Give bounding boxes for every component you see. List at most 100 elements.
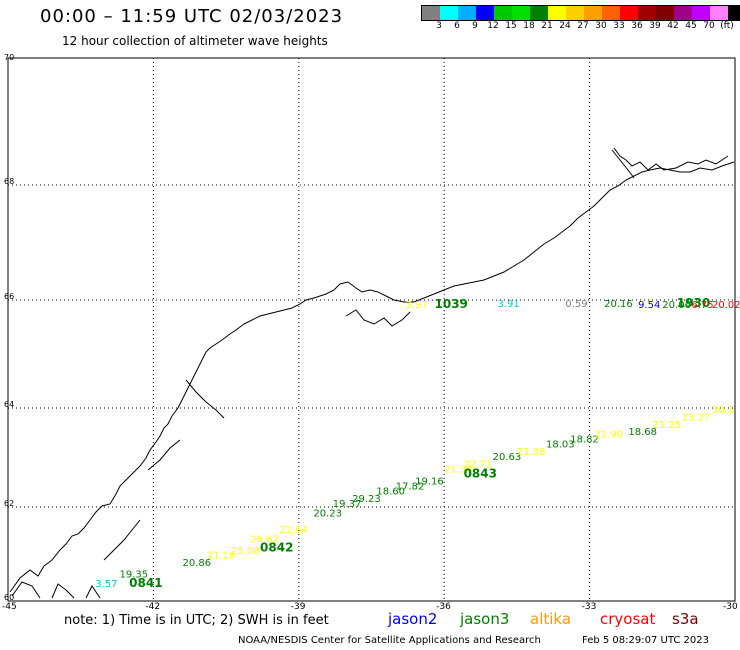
legend-swatch	[476, 6, 494, 20]
wave-height-label: 21.34	[444, 464, 473, 475]
wave-height-label: 21.08	[517, 447, 546, 458]
map-title: 00:00 – 11:59 UTC 02/03/2023	[40, 6, 344, 27]
latitude-label: 70	[4, 53, 14, 62]
latitude-label: 62	[4, 499, 14, 508]
legend-label: 12	[487, 21, 499, 31]
latitude-label: 60	[4, 593, 14, 602]
legend-swatch	[674, 6, 692, 20]
greenland-coastline	[9, 147, 735, 599]
pass-time-label: 1039	[435, 297, 468, 311]
latitude-label: 66	[4, 292, 14, 301]
legend-swatch	[656, 6, 674, 20]
map-frame	[7, 57, 736, 602]
longitude-label: -33	[582, 602, 597, 612]
wave-height-label: 23.27	[682, 412, 711, 423]
legend-swatch	[548, 6, 566, 20]
pass-time-label: 0842	[260, 541, 293, 555]
wave-height-label: 18.03	[546, 440, 575, 451]
wave-height-label: 17.82	[396, 482, 425, 493]
wave-height-label: 9.54	[638, 300, 660, 311]
satellite-altika: altika	[530, 610, 572, 628]
wave-height-label: 29.23	[352, 494, 381, 505]
legend-label: 24	[559, 21, 571, 31]
wave-height-label: 18.68	[628, 427, 657, 438]
wave-height-label: 0.59	[565, 299, 587, 310]
wave-height-label: 19.16	[415, 477, 444, 488]
satellite-jason3: jason3	[460, 610, 510, 628]
graticule	[8, 58, 735, 601]
axis-labels: 70 68 66 64 62 60-45 -42 -39 -36 -33 -30	[2, 53, 738, 612]
legend-label: 21	[541, 21, 553, 31]
credit-text: NOAA/NESDIS Center for Satellite Applica…	[238, 635, 541, 646]
map-subtitle: 12 hour collection of altimeter wave hei…	[62, 34, 328, 48]
legend-swatch	[602, 6, 620, 20]
color-scale-labels: 3 6 9 12 15 18 21 24 27 30 33 36 39 42 45 70 (ft)	[421, 21, 740, 35]
legend-label: 45	[685, 21, 697, 31]
wave-height-label: 21.25	[653, 420, 682, 431]
legend-swatch	[692, 6, 710, 20]
coastline-path	[9, 161, 735, 593]
coastline-islands	[613, 147, 729, 171]
legend-swatch	[638, 6, 656, 20]
wave-height-label: 21.16	[207, 551, 236, 562]
wave-height-label: 18.82	[570, 435, 599, 446]
legend-label: 39	[649, 21, 661, 31]
legend-swatch	[566, 6, 584, 20]
legend-label: 9	[472, 21, 478, 31]
latitude-label: 64	[4, 400, 14, 409]
wave-height-label: 25.08	[231, 546, 260, 557]
wave-height-label: 3.97	[405, 300, 427, 311]
wave-height-label: 22.64	[279, 525, 308, 536]
legend-label: 42	[667, 21, 679, 31]
wave-height-label: 3.91	[498, 299, 520, 310]
wave-height-label: 30.1	[712, 405, 734, 416]
wave-height-label: 6.75	[691, 300, 713, 311]
wave-height-label: 18.60	[376, 487, 405, 498]
wave-height-label: 21.90	[594, 430, 623, 441]
latitude-label: 68	[4, 177, 14, 186]
longitude-label: -39	[291, 602, 306, 612]
wave-height-label: 20.02	[712, 300, 740, 311]
longitude-label: -36	[436, 602, 451, 612]
swh-labels: 3.97 1039 3.91 0.59 20.16 9.54 20.0619306.7520…	[95, 296, 740, 590]
pass-time-label: 1930	[677, 296, 710, 310]
wave-height-label: 19.37	[333, 499, 362, 510]
longitude-label: -30	[723, 602, 738, 612]
legend-label: 70	[703, 21, 715, 31]
pass-time-label: 0841	[129, 576, 162, 590]
pass-time-label: 0843	[464, 466, 497, 480]
wave-height-label: 3.57	[95, 579, 117, 590]
legend-label: 3	[436, 21, 442, 31]
footer-note: note: 1) Time is in UTC; 2) SWH is in fe…	[64, 613, 329, 628]
legend-swatch	[440, 6, 458, 20]
longitude-label: -45	[2, 602, 17, 612]
legend-label: 27	[577, 21, 589, 31]
satellite-jason2: jason2	[388, 610, 438, 628]
legend-swatch	[494, 6, 512, 20]
legend-label: 33	[613, 21, 625, 31]
legend-swatch	[422, 6, 440, 20]
legend-swatch	[530, 6, 548, 20]
coastline-inland	[11, 149, 635, 599]
satellite-cryosat: cryosat	[600, 610, 656, 628]
legend-swatch	[584, 6, 602, 20]
longitude-label: -42	[145, 602, 160, 612]
legend-swatch	[458, 6, 476, 20]
wave-height-label: 19.35	[119, 570, 148, 581]
wave-height-label: 22.71	[464, 459, 493, 470]
legend-label: 36	[631, 21, 643, 31]
legend-label: 18	[523, 21, 535, 31]
legend-swatch	[620, 6, 638, 20]
legend-label: 30	[595, 21, 607, 31]
wave-height-label: 20.06	[662, 300, 691, 311]
legend-swatch	[710, 6, 728, 20]
legend-label: 6	[454, 21, 460, 31]
color-scale-legend	[421, 5, 740, 21]
legend-swatch	[728, 6, 740, 20]
credit-timestamp: Feb 5 08:29:07 UTC 2023	[582, 635, 709, 646]
legend-label: (ft)	[720, 21, 734, 31]
wave-height-label: 20.63	[493, 452, 522, 463]
legend-swatch	[512, 6, 530, 20]
wave-height-label: 20.16	[604, 299, 633, 310]
